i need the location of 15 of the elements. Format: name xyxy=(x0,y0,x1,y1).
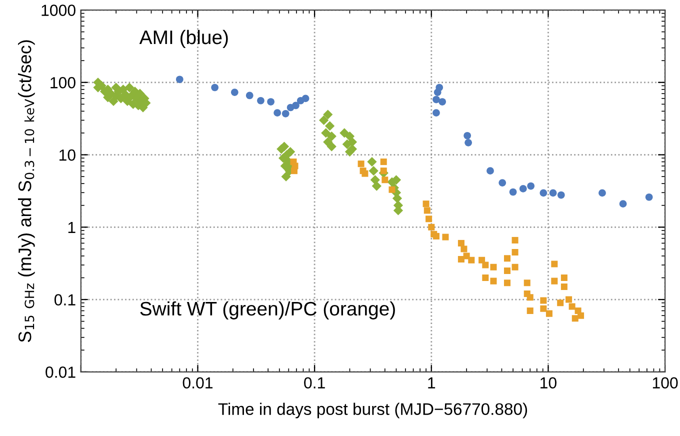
x-tick-label: 0.1 xyxy=(304,377,325,388)
x-tick-label: 10 xyxy=(540,377,556,388)
annotation: Swift WT (green)/PC (orange) xyxy=(140,301,395,320)
y-tick-label: 100 xyxy=(50,77,76,88)
y-tick-label: 1 xyxy=(68,222,76,233)
annotation: AMI (blue) xyxy=(139,30,228,48)
y-tick-label: 10 xyxy=(60,149,76,161)
y-tick-label: 0.01 xyxy=(46,366,76,378)
x-axis-title: Time in days post burst (MJD−56770.880) xyxy=(218,402,528,418)
y-axis-title: S$_{15 GHz}$ (mJy) and S$_{0.3−10 keV}$(ct/sec) xyxy=(18,40,35,342)
x-tick-label: 1 xyxy=(428,377,436,388)
y-tick-label: 1000 xyxy=(42,4,76,16)
x-tick-label: 100 xyxy=(652,377,678,388)
x-tick-label: 0.01 xyxy=(182,377,213,388)
y-tick-label: 0.1 xyxy=(54,294,76,306)
